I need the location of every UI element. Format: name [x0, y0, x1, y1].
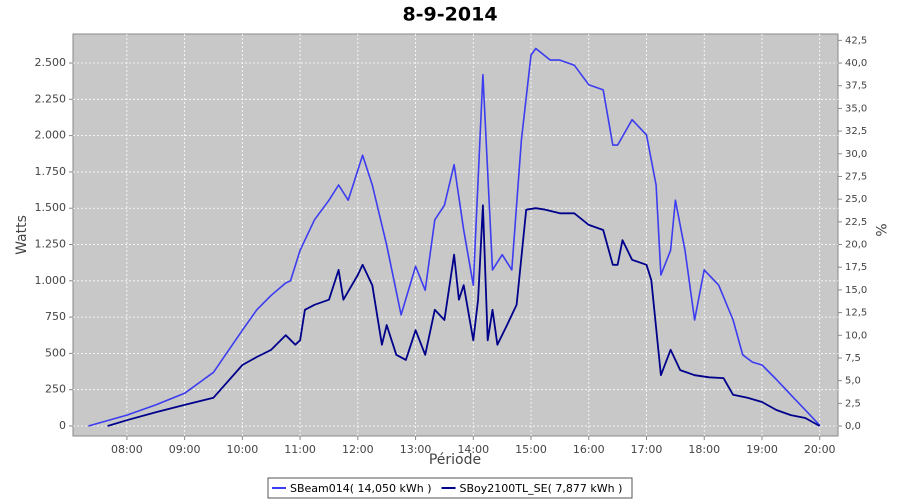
y2-tick-label: 25,0	[845, 194, 867, 205]
legend-label: SBeam014( 14,050 kWh )	[290, 482, 432, 495]
y-tick-label: 2.250	[35, 92, 67, 105]
series-line	[107, 204, 821, 427]
y2-tick-label: 35,0	[845, 103, 867, 114]
plot-area	[72, 33, 839, 437]
y-axis-label: Watts	[14, 215, 30, 255]
x-tick-label: 13:00	[400, 443, 432, 456]
y-tick-label: 1.500	[35, 201, 67, 214]
legend-items: SBeam014( 14,050 kWh ) SBoy2100TL_SE( 7,8…	[272, 482, 622, 495]
y2-tick-label: 10,0	[845, 330, 867, 341]
x-tick-label: 15:00	[515, 443, 547, 456]
y-tick-label: 750	[45, 310, 66, 323]
y2-tick-label: 30,0	[845, 149, 867, 160]
x-tick-label: 09:00	[169, 443, 201, 456]
y-tick-label: 250	[45, 383, 66, 396]
x-tick-label: 08:00	[111, 443, 143, 456]
legend-label: SBoy2100TL_SE( 7,877 kWh )	[460, 482, 623, 495]
x-tick-label: 20:00	[804, 443, 836, 456]
x-tick-label: 12:00	[342, 443, 374, 456]
y2-tick-label: 12,5	[845, 308, 867, 319]
x-tick-label: 19:00	[746, 443, 778, 456]
y-tick-label: 1.000	[35, 274, 67, 287]
y-tick-label: 2.500	[35, 56, 67, 69]
series-line	[88, 47, 821, 427]
y-tick-label: 1.750	[35, 165, 67, 178]
y2-tick-label: 0,0	[845, 421, 861, 432]
y-tick-label: 500	[45, 346, 66, 359]
x-axis-label: Période	[429, 452, 481, 468]
x-tick-label: 14:00	[457, 443, 489, 456]
y2-tick-label: 27,5	[845, 171, 867, 182]
y2-tick-label: 7,5	[845, 353, 861, 364]
y2-tick-label: 22,5	[845, 217, 867, 228]
y2-tick-label: 15,0	[845, 285, 867, 296]
x-tick-label: 16:00	[573, 443, 605, 456]
y2-tick-label: 20,0	[845, 240, 867, 251]
y2-axis-label: %	[872, 223, 888, 236]
x-tick-label: 11:00	[284, 443, 316, 456]
x-tick-label: 18:00	[688, 443, 720, 456]
y2-tick-label: 2,5	[845, 398, 861, 409]
y-tick-label: 2.000	[35, 129, 67, 142]
y2-tick-label: 37,5	[845, 81, 867, 92]
y2-tick-label: 40,0	[845, 58, 867, 69]
x-tick-label: 10:00	[227, 443, 259, 456]
chart-title: 8-9-2014	[402, 4, 497, 26]
x-tick-label: 17:00	[631, 443, 663, 456]
y-tick-label: 0	[59, 419, 66, 432]
y2-tick-label: 5,0	[845, 376, 861, 387]
y-tick-label: 1.250	[35, 238, 67, 251]
y2-tick-label: 32,5	[845, 126, 867, 137]
y2-tick-label: 17,5	[845, 262, 867, 273]
y2-tick-label: 42,5	[845, 35, 867, 46]
